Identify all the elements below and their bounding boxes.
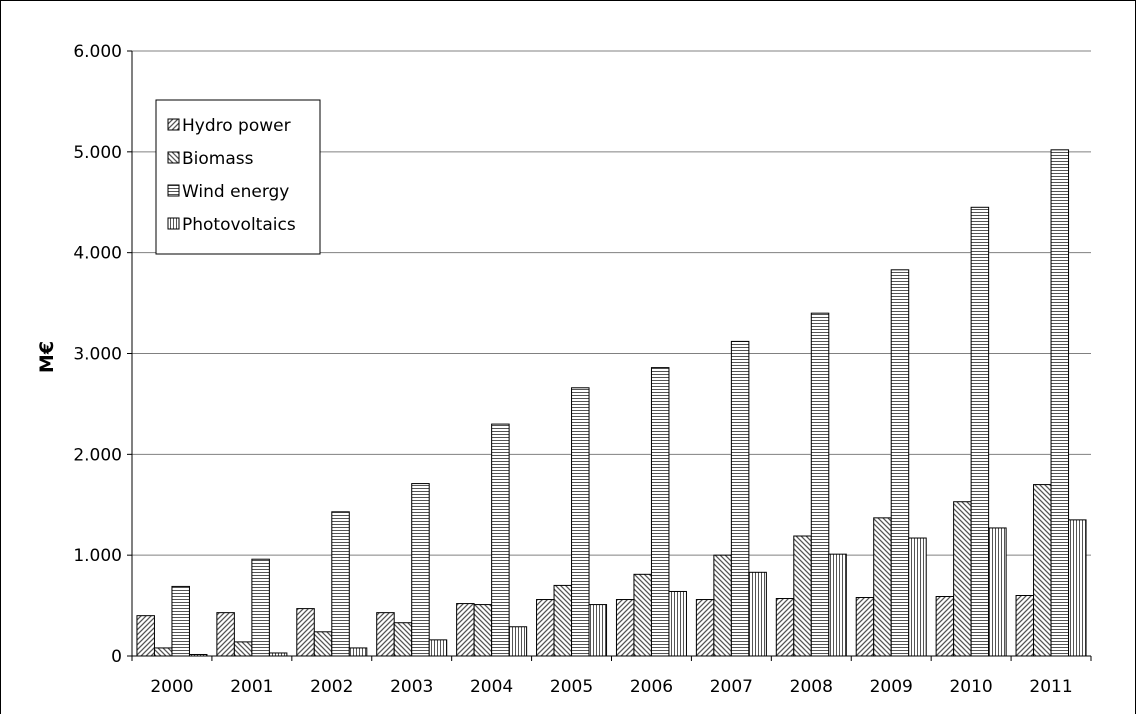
legend-label: Photovoltaics bbox=[182, 215, 296, 235]
legend-swatch bbox=[167, 217, 180, 230]
legend-swatch bbox=[167, 151, 180, 164]
bar bbox=[650, 367, 670, 657]
bar bbox=[348, 647, 368, 657]
legend-label: Biomass bbox=[182, 149, 254, 169]
x-tick-label: 2011 bbox=[1029, 677, 1072, 697]
legend-swatch bbox=[167, 184, 180, 197]
bar bbox=[331, 511, 350, 657]
bar bbox=[1033, 484, 1052, 657]
bar bbox=[153, 647, 173, 657]
bar bbox=[935, 596, 955, 657]
bar bbox=[748, 571, 767, 657]
y-tick-label: 4.000 bbox=[73, 244, 122, 264]
bar bbox=[553, 584, 573, 657]
bar bbox=[793, 535, 812, 657]
x-tick-label: 2001 bbox=[230, 677, 273, 697]
bar bbox=[233, 641, 253, 657]
bar bbox=[970, 206, 990, 657]
bar bbox=[1050, 149, 1070, 657]
legend-swatch bbox=[167, 118, 180, 131]
x-tick-label: 2005 bbox=[550, 677, 593, 697]
bar bbox=[988, 527, 1007, 657]
x-tick-label: 2003 bbox=[390, 677, 433, 697]
bar bbox=[810, 312, 830, 657]
bar bbox=[1068, 519, 1087, 657]
bar bbox=[953, 501, 972, 657]
bar bbox=[571, 387, 590, 657]
bar bbox=[730, 340, 750, 657]
x-tick-labels: 2000 2001 2002 2003 2004 2005 2006 2007 2008 2009… bbox=[150, 677, 1072, 697]
bar bbox=[508, 626, 528, 657]
bar bbox=[855, 597, 875, 657]
bar bbox=[588, 604, 608, 657]
x-tick-label: 2004 bbox=[470, 677, 513, 697]
y-tick-label: 1.000 bbox=[73, 546, 122, 566]
bar bbox=[171, 585, 190, 657]
bars bbox=[136, 149, 1087, 657]
bar bbox=[313, 631, 333, 657]
bar bbox=[428, 639, 448, 657]
y-tick-label: 6.000 bbox=[73, 42, 122, 62]
x-tick-label: 2008 bbox=[790, 677, 833, 697]
x-tick-label: 2010 bbox=[949, 677, 992, 697]
bar bbox=[251, 558, 270, 657]
x-tick-label: 2006 bbox=[630, 677, 673, 697]
x-tick-label: 2002 bbox=[310, 677, 353, 697]
bar bbox=[775, 598, 795, 657]
bar bbox=[376, 612, 395, 657]
bar bbox=[615, 599, 635, 657]
y-tick-label: 2.000 bbox=[73, 445, 122, 465]
bar bbox=[1015, 595, 1035, 657]
x-tick-label: 2000 bbox=[150, 677, 193, 697]
bar bbox=[296, 608, 315, 657]
bar bbox=[216, 612, 235, 657]
y-tick-label: 5.000 bbox=[73, 143, 122, 163]
bar bbox=[713, 554, 732, 657]
y-tick-label: 0 bbox=[111, 647, 122, 667]
bar bbox=[491, 423, 510, 657]
bar bbox=[456, 603, 475, 657]
bar bbox=[873, 517, 892, 657]
x-tick-label: 2007 bbox=[710, 677, 753, 697]
axes bbox=[127, 50, 1092, 661]
bar bbox=[393, 622, 413, 657]
bar bbox=[828, 553, 847, 657]
bar bbox=[908, 537, 927, 657]
bar bbox=[411, 483, 430, 657]
bar bbox=[136, 615, 155, 657]
legend: Hydro power Biomass Wind energy Photovoltai… bbox=[155, 99, 321, 255]
legend-box bbox=[155, 99, 321, 255]
bar bbox=[890, 269, 910, 657]
y-axis-title: M€ bbox=[36, 341, 58, 373]
y-tick-labels: 0 1.000 2.000 3.000 4.000 5.000 6.000 bbox=[73, 42, 122, 667]
bar bbox=[473, 604, 493, 657]
bar bbox=[633, 573, 652, 657]
legend-label: Hydro power bbox=[182, 116, 291, 136]
bar bbox=[536, 599, 555, 657]
y-tick-label: 3.000 bbox=[73, 345, 122, 365]
x-tick-label: 2009 bbox=[870, 677, 913, 697]
bar bbox=[668, 590, 687, 657]
legend-label: Wind energy bbox=[182, 182, 289, 202]
bar bbox=[695, 599, 715, 657]
